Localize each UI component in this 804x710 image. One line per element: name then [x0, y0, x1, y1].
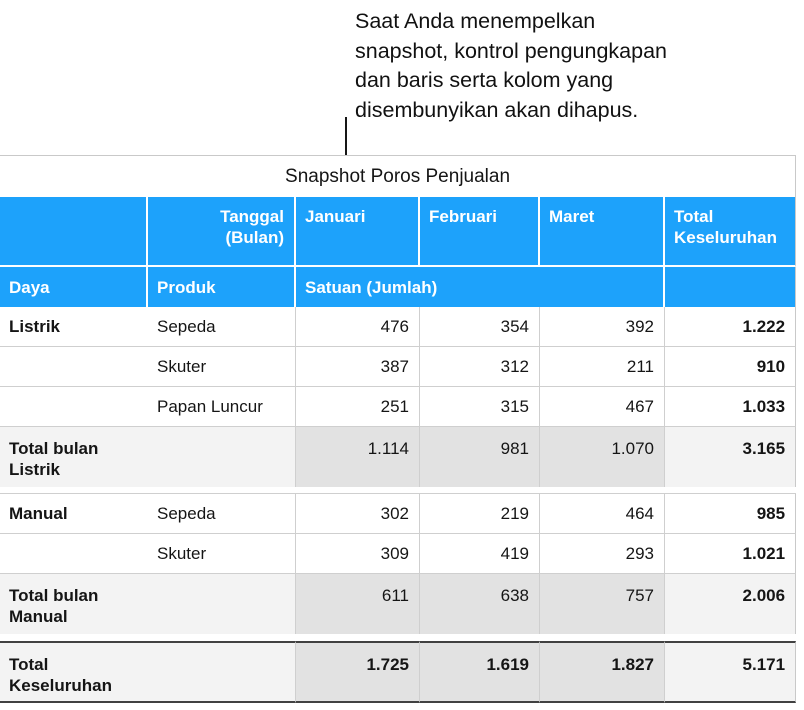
cell-grand-total-blank — [148, 641, 296, 703]
cell-subtotal-blank — [148, 574, 296, 634]
cell-maret: 211 — [540, 347, 665, 387]
header-label-tanggal: Tanggal (Bulan) — [220, 207, 284, 247]
cell-subtotal-label: Total bulan Listrik — [0, 427, 148, 487]
header-cell-februari: Februari — [420, 197, 540, 267]
cell-grand-total-januari: 1.725 — [296, 641, 420, 703]
cell-daya: Listrik — [0, 307, 148, 347]
callout-line-3: dan baris serta kolom yang — [355, 68, 614, 92]
cell-subtotal-februari: 981 — [420, 427, 540, 487]
header-row-fields: Daya Produk Satuan (Jumlah) — [0, 267, 797, 307]
cell-total: 985 — [665, 494, 797, 534]
cell-januari: 302 — [296, 494, 420, 534]
cell-subtotal-blank — [148, 427, 296, 487]
cell-produk: Sepeda — [148, 307, 296, 347]
header-cell-blank-total — [665, 267, 797, 307]
cell-total: 1.222 — [665, 307, 797, 347]
cell-subtotal-total: 2.006 — [665, 574, 797, 634]
header-cell-produk: Produk — [148, 267, 296, 307]
cell-januari: 476 — [296, 307, 420, 347]
header-cell-maret: Maret — [540, 197, 665, 267]
cell-grand-total-total: 5.171 — [665, 641, 797, 703]
table-title: Snapshot Poros Penjualan — [0, 155, 797, 197]
subtotal-row: Total bulan Listrik 1.114 981 1.070 3.16… — [0, 427, 797, 487]
cell-januari: 387 — [296, 347, 420, 387]
cell-subtotal-label: Total bulan Manual — [0, 574, 148, 634]
cell-daya — [0, 534, 148, 574]
group-separator-band — [0, 634, 797, 641]
cell-maret: 467 — [540, 387, 665, 427]
cell-maret: 464 — [540, 494, 665, 534]
group-separator-band — [0, 487, 797, 494]
header-row-months: Tanggal (Bulan) Januari Februari Maret T… — [0, 197, 797, 267]
cell-produk: Papan Luncur — [148, 387, 296, 427]
cell-daya: Manual — [0, 494, 148, 534]
table-title-row: Snapshot Poros Penjualan — [0, 155, 797, 197]
cell-subtotal-januari: 611 — [296, 574, 420, 634]
cell-produk: Skuter — [148, 347, 296, 387]
pivot-snapshot-table: Snapshot Poros Penjualan Tanggal (Bulan)… — [0, 155, 797, 703]
cell-subtotal-februari: 638 — [420, 574, 540, 634]
cell-subtotal-maret: 1.070 — [540, 427, 665, 487]
group-separator — [0, 634, 797, 641]
header-cell-daya: Daya — [0, 267, 148, 307]
cell-subtotal-total: 3.165 — [665, 427, 797, 487]
cell-februari: 312 — [420, 347, 540, 387]
cell-subtotal-januari: 1.114 — [296, 427, 420, 487]
cell-grand-total-label: Total Keseluruhan — [0, 641, 148, 703]
callout-text: Saat Anda menempelkan snapshot, kontrol … — [355, 7, 667, 125]
cell-januari: 251 — [296, 387, 420, 427]
cell-grand-total-februari: 1.619 — [420, 641, 540, 703]
header-cell-blank — [0, 197, 148, 267]
cell-januari: 309 — [296, 534, 420, 574]
header-cell-januari: Januari — [296, 197, 420, 267]
cell-februari: 419 — [420, 534, 540, 574]
cell-total: 1.033 — [665, 387, 797, 427]
cell-daya — [0, 347, 148, 387]
cell-februari: 315 — [420, 387, 540, 427]
cell-maret: 293 — [540, 534, 665, 574]
table-row: Skuter 309 419 293 1.021 — [0, 534, 797, 574]
grand-total-row: Total Keseluruhan 1.725 1.619 1.827 5.17… — [0, 641, 797, 703]
table-row: Skuter 387 312 211 910 — [0, 347, 797, 387]
callout-line-4: disembunyikan akan dihapus. — [355, 97, 639, 122]
subtotal-row: Total bulan Manual 611 638 757 2.006 — [0, 574, 797, 634]
group-separator — [0, 487, 797, 494]
table-row: Manual Sepeda 302 219 464 985 — [0, 494, 797, 534]
cell-total: 910 — [665, 347, 797, 387]
callout-line-2: snapshot, kontrol pengungkapan — [355, 38, 667, 63]
cell-produk: Sepeda — [148, 494, 296, 534]
cell-grand-total-maret: 1.827 — [540, 641, 665, 703]
cell-maret: 392 — [540, 307, 665, 347]
cell-total: 1.021 — [665, 534, 797, 574]
cell-produk: Skuter — [148, 534, 296, 574]
header-cell-satuan-jumlah: Satuan (Jumlah) — [296, 267, 665, 307]
callout-leader-line — [345, 117, 347, 162]
callout-line-1: Saat Anda menempelkan — [355, 9, 596, 33]
cell-daya — [0, 387, 148, 427]
cell-februari: 354 — [420, 307, 540, 347]
header-cell-tanggal-bulan: Tanggal (Bulan) — [148, 197, 296, 267]
table-row: Papan Luncur 251 315 467 1.033 — [0, 387, 797, 427]
header-cell-total-keseluruhan: Total Keseluruhan — [665, 197, 797, 267]
cell-februari: 219 — [420, 494, 540, 534]
cell-subtotal-maret: 757 — [540, 574, 665, 634]
table-row: Listrik Sepeda 476 354 392 1.222 — [0, 307, 797, 347]
